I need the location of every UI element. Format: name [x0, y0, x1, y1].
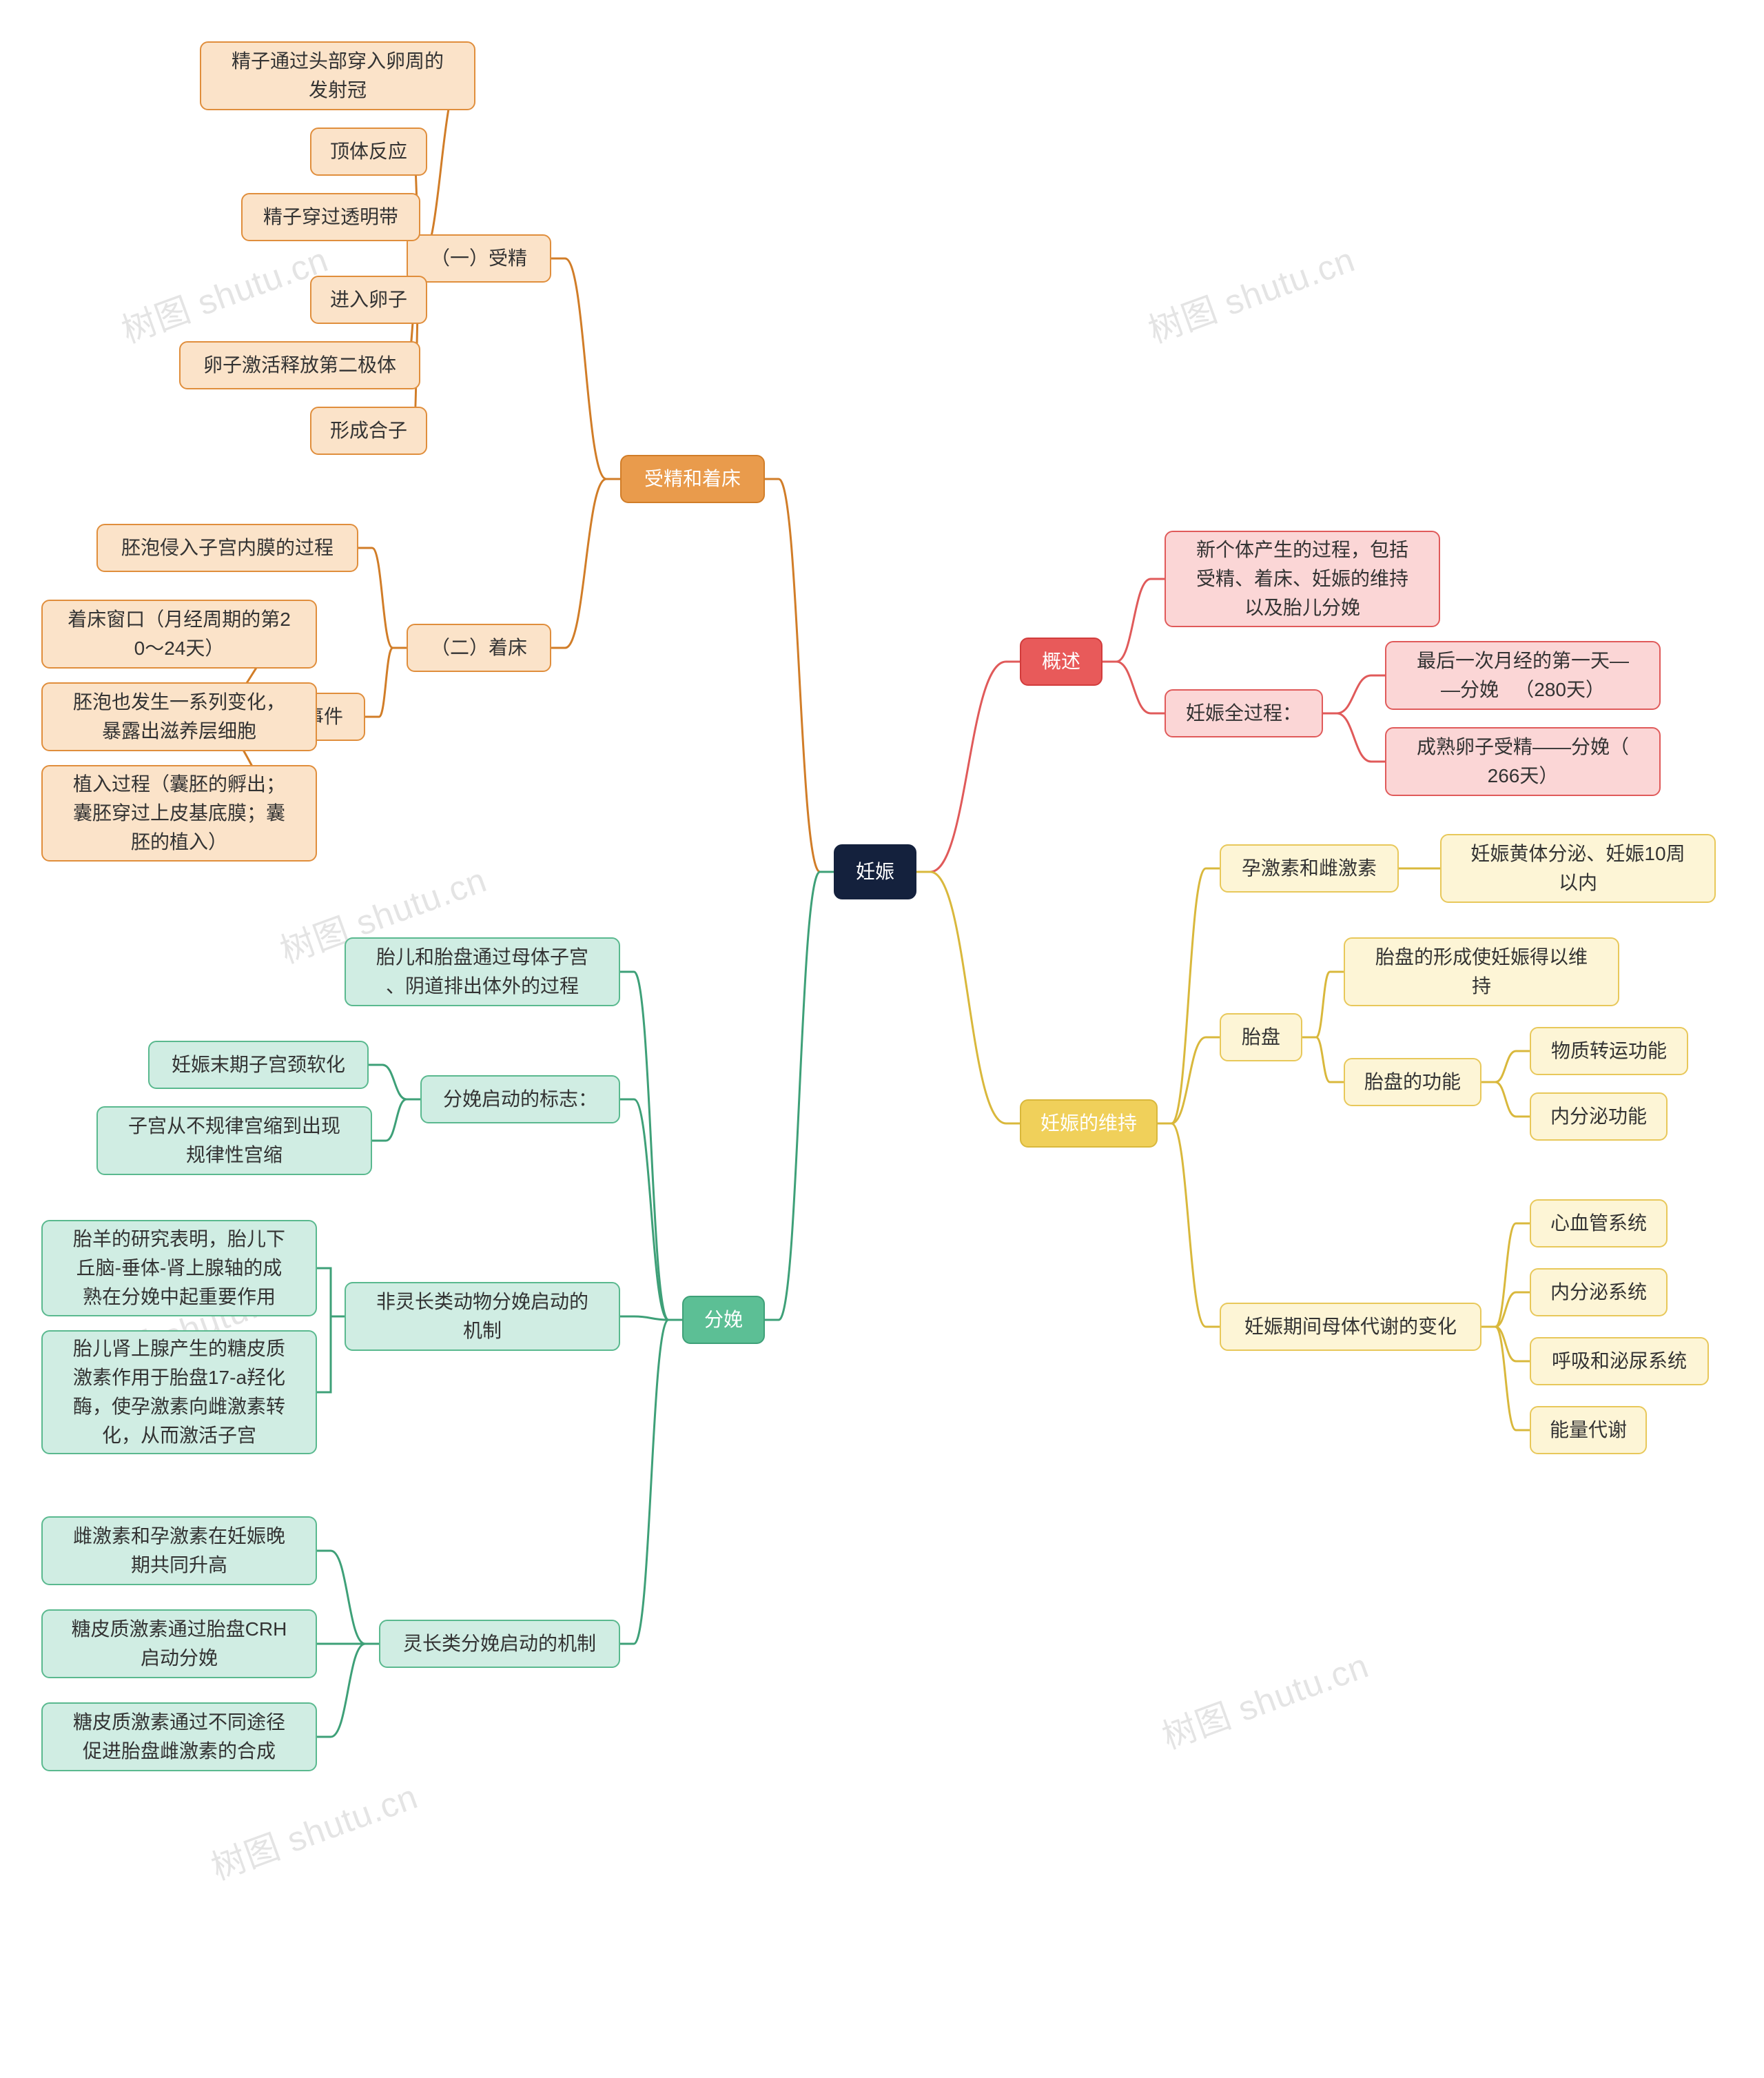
- edge-f2-f2b: [365, 648, 407, 717]
- edge-m2b-m2b1: [1481, 1051, 1530, 1082]
- edge-ov2-ov2b: [1323, 713, 1385, 762]
- mindmap-node-b3a[interactable]: 胎羊的研究表明，胎儿下 丘脑-垂体-肾上腺轴的成 熟在分娩中起重要作用: [41, 1220, 317, 1316]
- mindmap-node-f1c[interactable]: 精子穿过透明带: [241, 193, 420, 241]
- mindmap-node-m2[interactable]: 胎盘: [1220, 1013, 1302, 1061]
- edge-m2-m2b: [1302, 1037, 1344, 1082]
- watermark: 树图 shutu.cn: [1140, 232, 1361, 353]
- mindmap-node-birth[interactable]: 分娩: [682, 1296, 765, 1344]
- mindmap-node-f2b3[interactable]: 植入过程（囊胚的孵出； 囊胚穿过上皮基底膜；囊 胚的植入）: [41, 765, 317, 862]
- mindmap-node-m2b[interactable]: 胎盘的功能: [1344, 1058, 1481, 1106]
- mindmap-node-f2b1[interactable]: 着床窗口（月经周期的第2 0～24天）: [41, 600, 317, 669]
- edge-birth-b2: [620, 1099, 682, 1320]
- mindmap-node-ov2a[interactable]: 最后一次月经的第一天— —分娩 （280天）: [1385, 641, 1661, 710]
- mindmap-node-m3[interactable]: 妊娠期间母体代谢的变化: [1220, 1303, 1481, 1351]
- edge-fert-f2: [551, 479, 620, 648]
- mindmap-node-b3[interactable]: 非灵长类动物分娩启动的 机制: [345, 1282, 620, 1351]
- mindmap-node-f2[interactable]: （二）着床: [407, 624, 551, 672]
- mindmap-node-m1a[interactable]: 妊娠黄体分泌、妊娠10周 以内: [1440, 834, 1716, 903]
- edge-overview-ov1: [1102, 579, 1165, 662]
- mindmap-node-f2b2[interactable]: 胚泡也发生一系列变化， 暴露出滋养层细胞: [41, 682, 317, 751]
- edge-m3-m3a: [1481, 1223, 1530, 1327]
- mindmap-node-b4a[interactable]: 雌激素和孕激素在妊娠晚 期共同升高: [41, 1516, 317, 1585]
- mindmap-canvas: 树图 shutu.cn 树图 shutu.cn 树图 shutu.cn 树图 shut…: [0, 0, 1764, 2078]
- mindmap-node-m2a[interactable]: 胎盘的形成使妊娠得以维 持: [1344, 937, 1619, 1006]
- mindmap-node-m1[interactable]: 孕激素和雌激素: [1220, 844, 1399, 893]
- edge-root-birth: [765, 872, 834, 1320]
- edge-m2-m2a: [1302, 972, 1344, 1037]
- mindmap-node-overview[interactable]: 概述: [1020, 638, 1102, 686]
- mindmap-node-b4[interactable]: 灵长类分娩启动的机制: [379, 1620, 620, 1668]
- edge-root-overview: [916, 662, 1020, 872]
- watermark: 树图 shutu.cn: [114, 232, 334, 353]
- edge-m3-m3c: [1481, 1327, 1530, 1361]
- edge-b3-b3b: [317, 1316, 345, 1392]
- edge-maintain-m2: [1158, 1037, 1220, 1123]
- mindmap-node-m3a[interactable]: 心血管系统: [1530, 1199, 1668, 1247]
- edge-b4-b4c: [317, 1644, 379, 1737]
- mindmap-node-m2b1[interactable]: 物质转运功能: [1530, 1027, 1688, 1075]
- mindmap-node-ov2[interactable]: 妊娠全过程：: [1165, 689, 1323, 737]
- mindmap-node-f1a[interactable]: 精子通过头部穿入卵周的 发射冠: [200, 41, 475, 110]
- edge-b4-b4a: [317, 1551, 379, 1644]
- mindmap-node-b2a[interactable]: 妊娠末期子宫颈软化: [148, 1041, 369, 1089]
- mindmap-node-b3b[interactable]: 胎儿肾上腺产生的糖皮质 激素作用于胎盘17-a羟化 酶，使孕激素向雌激素转 化，…: [41, 1330, 317, 1454]
- edge-b2-b2b: [372, 1099, 420, 1141]
- edge-maintain-m3: [1158, 1123, 1220, 1327]
- edge-m3-m3b: [1481, 1292, 1530, 1327]
- mindmap-node-f2a[interactable]: 胚泡侵入子宫内膜的过程: [96, 524, 358, 572]
- mindmap-node-b4c[interactable]: 糖皮质激素通过不同途径 促进胎盘雌激素的合成: [41, 1702, 317, 1771]
- edge-fert-f1: [551, 258, 620, 479]
- mindmap-node-b4b[interactable]: 糖皮质激素通过胎盘CRH 启动分娩: [41, 1609, 317, 1678]
- edge-birth-b4: [620, 1320, 682, 1644]
- edge-m3-m3d: [1481, 1327, 1530, 1430]
- mindmap-node-f1d[interactable]: 进入卵子: [310, 276, 427, 324]
- edge-birth-b3: [620, 1316, 682, 1320]
- edge-b2-b2a: [369, 1065, 420, 1099]
- edge-f2-f2a: [358, 548, 407, 648]
- mindmap-node-m2b2[interactable]: 内分泌功能: [1530, 1092, 1668, 1141]
- mindmap-node-f1f[interactable]: 形成合子: [310, 407, 427, 455]
- mindmap-node-f1b[interactable]: 顶体反应: [310, 128, 427, 176]
- mindmap-node-fert[interactable]: 受精和着床: [620, 455, 765, 503]
- mindmap-node-ov1[interactable]: 新个体产生的过程，包括 受精、着床、妊娠的维持 以及胎儿分娩: [1165, 531, 1440, 627]
- edge-ov2-ov2a: [1323, 675, 1385, 713]
- edge-m2b-m2b2: [1481, 1082, 1530, 1117]
- mindmap-node-f1e[interactable]: 卵子激活释放第二极体: [179, 341, 420, 389]
- mindmap-node-m3b[interactable]: 内分泌系统: [1530, 1268, 1668, 1316]
- edge-maintain-m1: [1158, 868, 1220, 1123]
- edge-root-maintain: [916, 872, 1020, 1123]
- watermark: 树图 shutu.cn: [1154, 1638, 1375, 1759]
- edge-overview-ov2: [1102, 662, 1165, 713]
- watermark: 树图 shutu.cn: [203, 1769, 424, 1890]
- edge-b3-b3a: [317, 1268, 345, 1316]
- mindmap-node-root[interactable]: 妊娠: [834, 844, 916, 899]
- edge-birth-b1: [620, 972, 682, 1320]
- edge-root-fert: [765, 479, 834, 872]
- mindmap-node-b2b[interactable]: 子宫从不规律宫缩到出现 规律性宫缩: [96, 1106, 372, 1175]
- mindmap-node-ov2b[interactable]: 成熟卵子受精——分娩（ 266天）: [1385, 727, 1661, 796]
- mindmap-node-b2[interactable]: 分娩启动的标志：: [420, 1075, 620, 1123]
- mindmap-node-maintain[interactable]: 妊娠的维持: [1020, 1099, 1158, 1148]
- mindmap-node-m3c[interactable]: 呼吸和泌尿系统: [1530, 1337, 1709, 1385]
- mindmap-node-m3d[interactable]: 能量代谢: [1530, 1406, 1647, 1454]
- mindmap-node-f1[interactable]: （一）受精: [407, 234, 551, 283]
- mindmap-node-b1[interactable]: 胎儿和胎盘通过母体子宫 、阴道排出体外的过程: [345, 937, 620, 1006]
